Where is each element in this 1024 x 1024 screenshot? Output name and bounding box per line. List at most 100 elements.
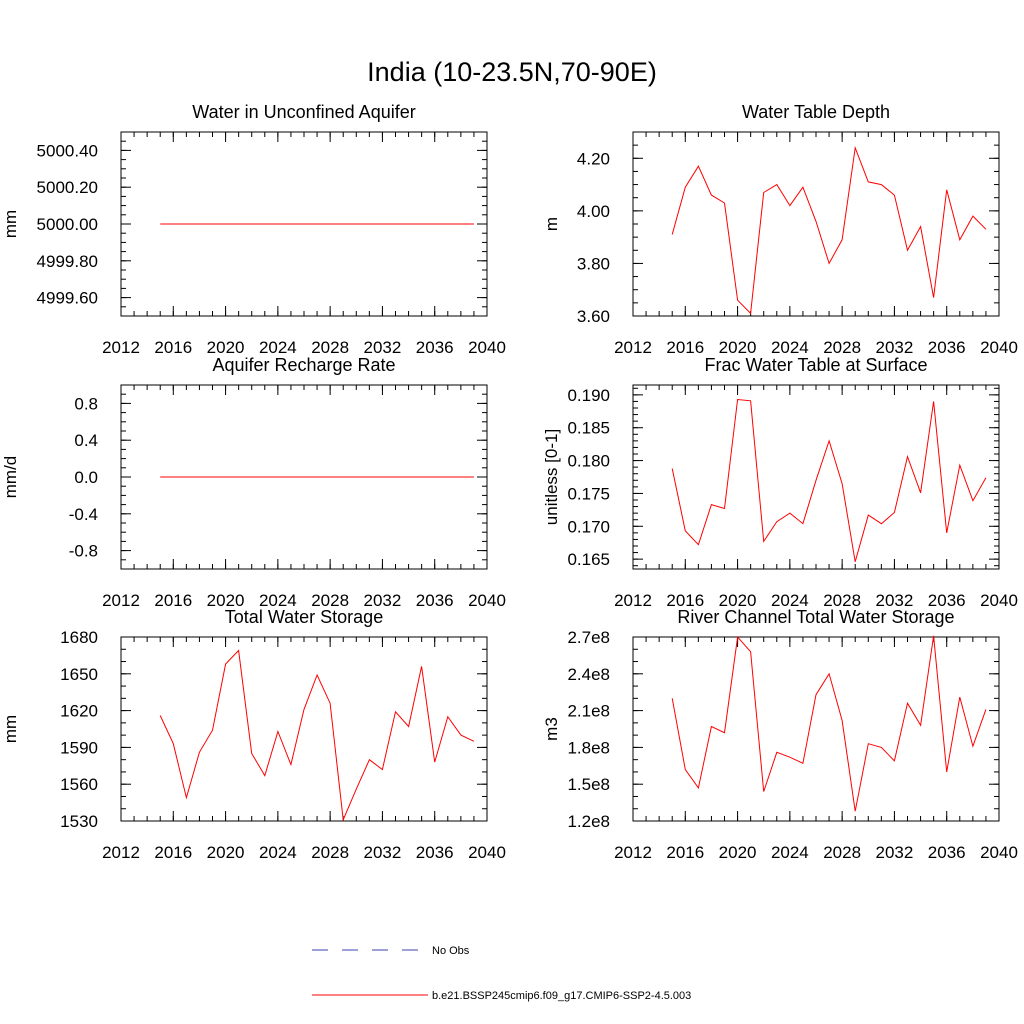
y-axis-label: m3 (542, 717, 561, 741)
chart-panel-2: Water Table Depth 2012 2016 2020 2024 2028 203… (542, 102, 1018, 357)
y-tick-label: 1.5e8 (567, 775, 610, 794)
x-tick-label: 2016 (154, 843, 192, 862)
panel-title: Total Water Storage (225, 607, 383, 627)
panel-title: Water in Unconfined Aquifer (192, 102, 415, 122)
y-tick-label: 2.1e8 (567, 702, 610, 721)
x-tick-label: 2032 (364, 591, 402, 610)
y-tick-label: 5000.40 (37, 141, 98, 160)
x-tick-label: 2036 (416, 591, 454, 610)
legend-label-no-obs: No Obs (432, 945, 470, 957)
x-tick-label: 2024 (259, 338, 297, 357)
y-tick-label: 2.7e8 (567, 628, 610, 647)
x-tick-label: 2012 (102, 338, 140, 357)
x-tick-label: 2040 (980, 591, 1018, 610)
y-axis-label: mm (1, 210, 20, 238)
chart-panel-1: Water in Unconfined Aquifer 2012 2016 2020 2… (1, 102, 506, 357)
x-tick-label: 2040 (980, 843, 1018, 862)
legend-label-model: b.e21.BSSP245cmip6.f09_g17.CMIP6-SSP2-4.… (432, 990, 691, 1002)
series-line-1 (159, 649, 475, 822)
panel-title: River Channel Total Water Storage (677, 607, 954, 627)
y-axis-label: unitless [0-1] (542, 429, 561, 525)
x-tick-label: 2012 (102, 591, 140, 610)
legend: No Obs b.e21.BSSP245cmip6.f09_g17.CMIP6-… (312, 945, 691, 1002)
y-tick-label: 0.170 (567, 517, 610, 536)
x-tick-label: 2020 (719, 591, 757, 610)
x-tick-label: 2020 (207, 338, 245, 357)
x-tick-label: 2032 (876, 591, 914, 610)
x-tick-label: 2040 (468, 338, 506, 357)
chart-panel-5: Total Water Storage 2012 2016 2020 2024 2028 2… (1, 607, 506, 862)
x-tick-label: 2032 (876, 338, 914, 357)
x-tick-label: 2028 (823, 338, 861, 357)
y-tick-label: 0.180 (567, 452, 610, 471)
x-tick-label: 2032 (364, 843, 402, 862)
y-tick-label: 5000.20 (37, 178, 98, 197)
y-axis-label: m (542, 217, 561, 231)
x-tick-label: 2024 (771, 338, 809, 357)
y-tick-label: 1590 (60, 738, 98, 757)
x-tick-label: 2020 (719, 338, 757, 357)
panel-title: Aquifer Recharge Rate (212, 355, 395, 375)
x-tick-label: 2012 (614, 843, 652, 862)
series-line-1 (671, 145, 987, 315)
y-axis-label: mm (1, 715, 20, 743)
x-tick-label: 2020 (207, 591, 245, 610)
y-tick-label: 1.2e8 (567, 812, 610, 831)
x-tick-label: 2036 (928, 338, 966, 357)
plot-frame (120, 636, 488, 822)
plot-frame (632, 131, 1000, 317)
x-tick-label: 2024 (771, 843, 809, 862)
chart-panel-3: Aquifer Recharge Rate 2012 2016 2020 2024 202… (1, 355, 506, 610)
x-tick-label: 2020 (207, 843, 245, 862)
x-tick-label: 2016 (666, 843, 704, 862)
x-tick-label: 2032 (876, 843, 914, 862)
x-tick-label: 2036 (928, 843, 966, 862)
x-tick-label: 2028 (311, 338, 349, 357)
x-tick-label: 2016 (666, 591, 704, 610)
chart-panel-6: River Channel Total Water Storage 2012 201… (542, 607, 1018, 862)
x-tick-label: 2012 (614, 591, 652, 610)
x-tick-label: 2028 (823, 591, 861, 610)
y-tick-label: 5000.00 (37, 215, 98, 234)
figure-title: India (10-23.5N,70-90E) (367, 57, 657, 87)
panel-title: Water Table Depth (742, 102, 890, 122)
y-tick-label: 1620 (60, 702, 98, 721)
y-tick-label: 1530 (60, 812, 98, 831)
series-line-1 (671, 398, 987, 562)
x-tick-label: 2040 (468, 591, 506, 610)
plot-frame (632, 384, 1000, 570)
x-tick-label: 2028 (823, 843, 861, 862)
x-tick-label: 2036 (416, 843, 454, 862)
x-tick-label: 2028 (311, 591, 349, 610)
y-tick-label: 1650 (60, 665, 98, 684)
y-tick-label: 3.60 (577, 307, 610, 326)
panel-title: Frac Water Table at Surface (704, 355, 927, 375)
y-tick-label: 1560 (60, 775, 98, 794)
x-tick-label: 2012 (102, 843, 140, 862)
y-axis-label: mm/d (1, 456, 20, 499)
series-line-1 (671, 635, 987, 812)
y-tick-label: -0.8 (69, 542, 98, 561)
chart-panel-4: Frac Water Table at Surface 2012 2016 2020 2… (542, 355, 1018, 610)
panels: Water in Unconfined Aquifer 2012 2016 2020 2… (1, 102, 1018, 862)
y-tick-label: 4.20 (577, 149, 610, 168)
x-tick-label: 2036 (928, 591, 966, 610)
y-tick-label: 0.0 (74, 468, 98, 487)
x-tick-label: 2036 (416, 338, 454, 357)
x-tick-label: 2016 (154, 338, 192, 357)
x-tick-label: 2016 (154, 591, 192, 610)
y-tick-label: 1.8e8 (567, 738, 610, 757)
x-tick-label: 2040 (980, 338, 1018, 357)
y-tick-label: 0.175 (567, 484, 610, 503)
y-tick-label: 2.4e8 (567, 665, 610, 684)
y-tick-label: 0.8 (74, 394, 98, 413)
x-tick-label: 2028 (311, 843, 349, 862)
x-tick-label: 2032 (364, 338, 402, 357)
y-tick-label: 3.80 (577, 254, 610, 273)
y-tick-label: 0.190 (567, 386, 610, 405)
y-tick-label: 4.00 (577, 202, 610, 221)
y-tick-label: 4999.60 (37, 289, 98, 308)
y-tick-label: -0.4 (69, 505, 98, 524)
y-tick-label: 0.4 (74, 431, 98, 450)
